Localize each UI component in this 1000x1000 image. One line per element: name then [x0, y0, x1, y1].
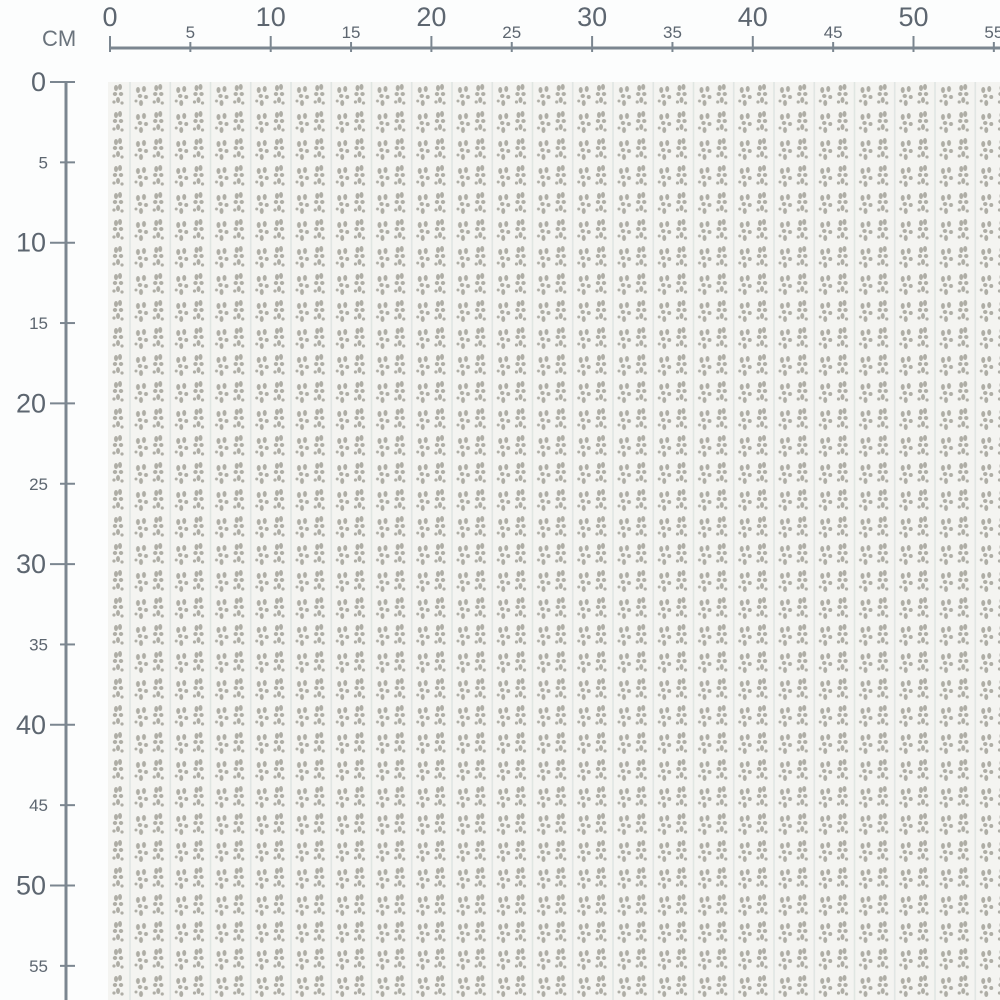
- fabric-swatch: [108, 82, 1000, 1000]
- left-ruler-label: 25: [29, 475, 48, 494]
- top-ruler-label: 10: [256, 2, 286, 32]
- left-ruler-label: 15: [29, 314, 48, 333]
- left-ruler-label: 30: [16, 549, 46, 579]
- left-ruler-label: 55: [29, 957, 48, 976]
- top-ruler-label: 15: [342, 23, 361, 42]
- top-ruler-label: 30: [577, 2, 607, 32]
- top-ruler-label: 0: [102, 2, 117, 32]
- top-ruler-label: 40: [738, 2, 768, 32]
- top-ruler-label: 35: [663, 23, 682, 42]
- top-ruler-label: 5: [186, 23, 195, 42]
- top-ruler-label: 25: [502, 23, 521, 42]
- top-ruler-label: 20: [416, 2, 446, 32]
- left-ruler-label: 35: [29, 635, 48, 654]
- left-ruler-label: 45: [29, 796, 48, 815]
- top-ruler: 0 10 20 30 40 50 5 15 25 35 45 55: [102, 2, 1000, 52]
- left-ruler-label: 10: [16, 228, 46, 258]
- unit-label: CM: [42, 26, 76, 51]
- left-ruler-label: 20: [16, 388, 46, 418]
- left-ruler-label: 40: [16, 710, 46, 740]
- left-ruler-label: 50: [16, 871, 46, 901]
- left-ruler-label: 5: [39, 153, 48, 172]
- left-ruler-label: 0: [31, 67, 46, 97]
- left-ruler: 0 10 20 30 40 50 5 15 25 35 45 55: [16, 67, 75, 1000]
- top-ruler-label: 50: [898, 2, 928, 32]
- top-ruler-label: 45: [824, 23, 843, 42]
- top-ruler-label: 55: [984, 23, 1000, 42]
